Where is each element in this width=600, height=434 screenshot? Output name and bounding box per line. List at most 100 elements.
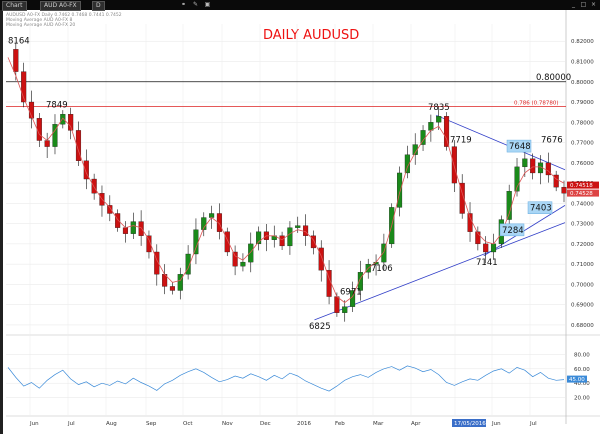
candle-body bbox=[154, 251, 160, 275]
candle-body bbox=[44, 140, 50, 147]
price-annotation: 6825 bbox=[309, 322, 331, 332]
moving-average-line bbox=[7, 57, 565, 304]
candle-body bbox=[138, 221, 144, 236]
time-axis-label: Aug bbox=[106, 421, 117, 427]
price-annotation: 7676 bbox=[541, 135, 563, 145]
current-price-tag: 0.74518 bbox=[570, 183, 593, 189]
interval-field[interactable]: D bbox=[92, 1, 105, 11]
candle-body bbox=[68, 114, 74, 131]
tab-chart[interactable]: Chart bbox=[2, 1, 27, 11]
price-axis[interactable]: 0.82000 0.81000 0.80000 0.79000 0.78000 0.770… bbox=[567, 39, 599, 329]
price-annotation: 7403 bbox=[530, 204, 552, 214]
candle-body bbox=[232, 251, 238, 267]
candle-body bbox=[334, 296, 340, 313]
link-icon[interactable]: ⚭ bbox=[180, 1, 187, 8]
candles-layer bbox=[13, 42, 567, 322]
level-label: 0.80000 bbox=[536, 73, 571, 83]
header-info-line3: Moving Average AUD A0-FX 20 bbox=[6, 22, 75, 28]
candle-body bbox=[279, 235, 285, 247]
header-info-line2: Moving Average AUD A0-FX 8 bbox=[6, 17, 73, 23]
candle-body bbox=[248, 243, 254, 263]
close-icon[interactable]: × bbox=[590, 1, 597, 8]
price-annotation: 7719 bbox=[450, 136, 472, 146]
symbol-field[interactable]: AUD A0-FX bbox=[40, 1, 81, 11]
time-axis-label: Jul bbox=[67, 421, 75, 427]
candle-body bbox=[216, 213, 222, 232]
candle-body bbox=[146, 235, 152, 253]
current-price-tag-bg bbox=[567, 189, 599, 197]
candle-body bbox=[436, 116, 442, 123]
current-price-tag: 0.74528 bbox=[570, 191, 593, 197]
rsi-tick-label: 80.00 bbox=[574, 352, 590, 358]
copy-icon[interactable]: ▣ bbox=[204, 1, 211, 8]
candle-body bbox=[83, 160, 89, 180]
candle-body bbox=[115, 213, 121, 228]
price-tick-label: 0.78000 bbox=[571, 120, 594, 126]
price-tick-label: 0.68000 bbox=[571, 323, 594, 329]
candle-body bbox=[553, 174, 559, 188]
date-tag-bg bbox=[452, 419, 486, 427]
time-axis[interactable]: JunJulAugSepOctNovDec2016FebMarAprMayJun… bbox=[29, 419, 537, 427]
annotations-layer: 8164 7849 6825 6971 7106 7835 7719 7648 7676 7403… bbox=[8, 37, 563, 332]
candle-body bbox=[357, 272, 363, 291]
candle-body bbox=[21, 71, 27, 103]
time-axis-label: Feb bbox=[335, 421, 345, 427]
window-titlebar: Chart AUD A0-FX D ⚭ ✎ ▣ _ □ × bbox=[0, 0, 600, 11]
price-annotation: 7648 bbox=[509, 142, 531, 152]
candle-body bbox=[36, 118, 42, 141]
price-tick-label: 0.77000 bbox=[571, 141, 594, 147]
candle-body bbox=[240, 261, 246, 267]
price-tick-label: 0.74000 bbox=[571, 201, 594, 207]
price-annotation: 8164 bbox=[8, 37, 30, 47]
candle-body bbox=[506, 191, 512, 220]
candle-body bbox=[185, 253, 191, 275]
candle-body bbox=[75, 130, 82, 161]
price-tick-label: 0.69000 bbox=[571, 303, 594, 309]
price-annotation: 7141 bbox=[476, 258, 498, 268]
time-axis-label: Jun bbox=[29, 421, 39, 427]
trendline-upper bbox=[435, 114, 566, 171]
candle-body bbox=[381, 243, 387, 263]
header-info-line1: AUDUSD A0-FX Daily 0.7462 0.7468 0.7441 … bbox=[6, 12, 122, 18]
candle-body bbox=[451, 146, 457, 184]
candle-body bbox=[310, 235, 316, 249]
price-tick-label: 0.82000 bbox=[571, 39, 594, 45]
trendline-support-long bbox=[314, 222, 566, 321]
price-tick-label: 0.76000 bbox=[571, 161, 594, 167]
rsi-panel: 80.00 60.00 40.00 20.00 45.00 bbox=[6, 352, 590, 402]
candle-body bbox=[514, 166, 520, 192]
time-axis-label: Oct bbox=[183, 421, 193, 427]
rsi-tick-label: 60.00 bbox=[574, 367, 590, 373]
candle-body bbox=[467, 213, 473, 232]
candle-body bbox=[177, 274, 183, 291]
moving-average-layer bbox=[7, 57, 565, 304]
candle-body bbox=[342, 306, 348, 313]
rsi-tick-label: 40.00 bbox=[574, 381, 590, 387]
price-tick-label: 0.71000 bbox=[571, 262, 594, 268]
candle-body bbox=[490, 243, 497, 253]
candle-body bbox=[404, 154, 410, 174]
price-tick-label: 0.80000 bbox=[571, 80, 594, 86]
time-axis-label: Jun bbox=[491, 421, 501, 427]
minimize-icon[interactable]: _ bbox=[572, 1, 575, 8]
candle-body bbox=[169, 286, 176, 291]
annotation-box bbox=[527, 201, 553, 214]
maximize-icon[interactable]: □ bbox=[580, 1, 587, 8]
candle-body bbox=[295, 225, 301, 228]
candle-body bbox=[396, 172, 403, 208]
candle-body bbox=[318, 247, 324, 271]
price-tick-label: 0.70000 bbox=[571, 282, 594, 288]
price-annotation: 7284 bbox=[502, 226, 524, 236]
candle-body bbox=[52, 124, 58, 147]
candle-body bbox=[303, 225, 309, 236]
time-axis-label: Jul bbox=[529, 421, 537, 427]
chart-title: DAILY AUDUSD bbox=[263, 28, 359, 43]
price-tick-label: 0.72000 bbox=[571, 242, 594, 248]
candle-body bbox=[122, 227, 129, 234]
level-label: 0.786 (0.78780) bbox=[514, 100, 559, 106]
annotation-box bbox=[499, 223, 525, 237]
settings-icon[interactable]: ✎ bbox=[192, 1, 199, 8]
candle-body bbox=[107, 205, 113, 214]
current-price-tag-bg bbox=[567, 181, 599, 189]
